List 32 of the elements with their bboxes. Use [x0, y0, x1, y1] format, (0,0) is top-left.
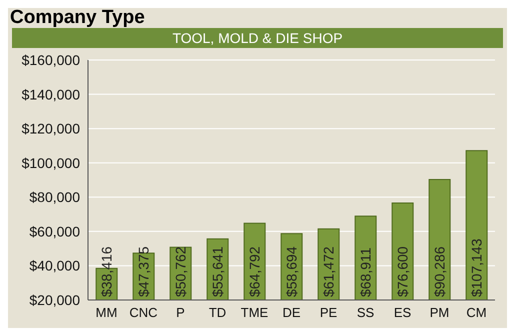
- x-tick-label: CM: [466, 305, 487, 320]
- y-tick-label: $80,000: [29, 189, 80, 206]
- x-tick-label: P: [176, 305, 185, 320]
- y-tick-label: $140,000: [22, 86, 80, 102]
- data-label: $76,600: [394, 246, 411, 297]
- data-label: $58,694: [284, 246, 300, 297]
- chart-title: Company Type: [9, 7, 146, 28]
- data-label: $90,286: [432, 246, 448, 297]
- x-tick-label: SS: [356, 305, 374, 320]
- y-tick-label: $40,000: [29, 258, 80, 274]
- data-label: $47,375: [136, 246, 152, 297]
- data-label: $38,416: [98, 246, 115, 297]
- data-label: $64,792: [246, 246, 263, 297]
- x-tick-label: ES: [394, 305, 412, 320]
- data-label: $61,472: [320, 246, 337, 297]
- x-tick-label: DE: [282, 305, 301, 320]
- chart-subtitle: TOOL, MOLD & DIE SHOP: [12, 28, 503, 48]
- x-tick-label: PE: [320, 305, 338, 320]
- x-tick-label: PM: [430, 305, 450, 320]
- data-label: $68,911: [358, 247, 374, 297]
- x-tick-label: TME: [240, 305, 269, 320]
- x-tick-label: MM: [96, 305, 118, 320]
- x-tick-label: TD: [208, 305, 226, 320]
- y-tick-label: $60,000: [29, 223, 80, 240]
- x-tick-label: CNC: [129, 305, 158, 320]
- y-tick-label: $160,000: [22, 52, 80, 68]
- data-label: $55,641: [210, 246, 226, 297]
- data-label: $50,762: [172, 246, 189, 297]
- y-tick-label: $120,000: [22, 120, 80, 137]
- y-tick-label: $100,000: [22, 154, 80, 171]
- y-tick-label: $20,000: [29, 292, 80, 308]
- data-label: $107,143: [468, 238, 485, 297]
